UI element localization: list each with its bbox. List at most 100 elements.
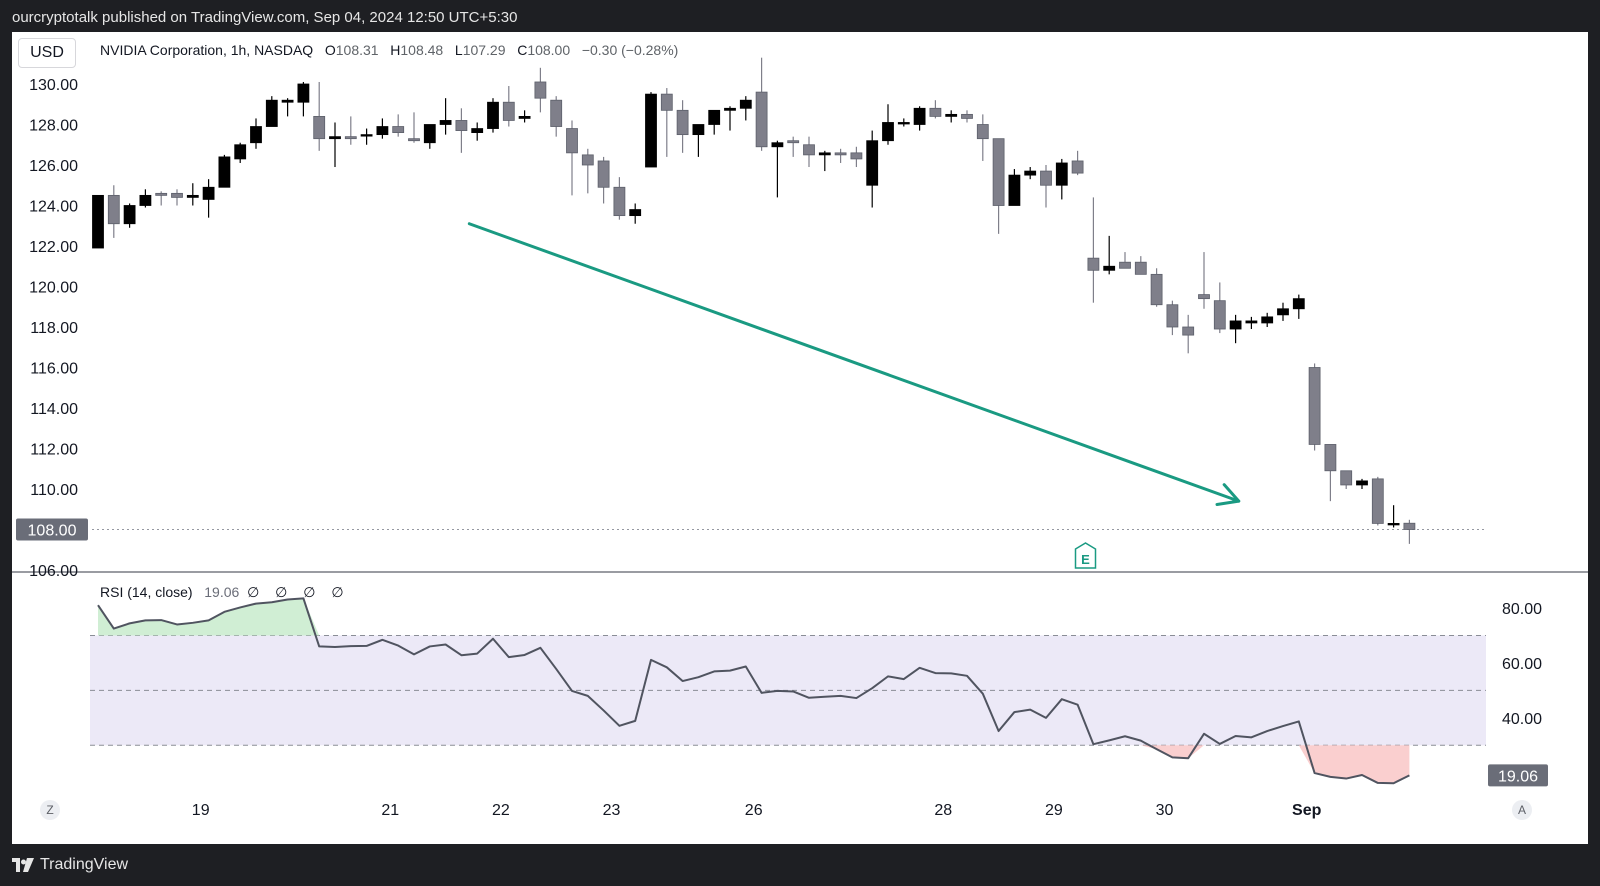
price-axis-tick: 126.00 bbox=[29, 158, 78, 175]
candle-body bbox=[945, 113, 958, 117]
candle-body bbox=[265, 99, 278, 127]
candle-body bbox=[676, 109, 689, 136]
price-axis-tick: 116.00 bbox=[30, 361, 78, 378]
rsi-line bbox=[97, 597, 1410, 785]
chart-frame[interactable]: 130.00 128.00 126.00 124.00 122.00 120.00 118.… bbox=[12, 32, 1588, 844]
time-axis-tick: Sep bbox=[1292, 802, 1322, 819]
candle-body bbox=[850, 152, 863, 160]
candle-body bbox=[360, 134, 373, 137]
candle-body bbox=[408, 138, 420, 142]
candle-body bbox=[1134, 261, 1147, 275]
candle-body bbox=[392, 126, 405, 134]
candle-body bbox=[976, 124, 989, 140]
candle-body bbox=[1308, 367, 1321, 445]
symbol-title[interactable]: NVIDIA Corporation, 1h, NASDAQ bbox=[100, 42, 314, 58]
candle-body bbox=[834, 152, 847, 156]
candle-body bbox=[818, 152, 831, 156]
time-axis-tick: 21 bbox=[381, 802, 399, 819]
candle-body bbox=[439, 120, 452, 125]
candle-body bbox=[1071, 160, 1084, 174]
high-value: 108.48 bbox=[400, 42, 444, 58]
price-axis-tick: 122.00 bbox=[29, 239, 78, 256]
candle-body bbox=[1229, 320, 1242, 330]
price-axis-tick: 130.00 bbox=[29, 77, 78, 94]
rsi-axis-tick: 60.00 bbox=[1502, 656, 1542, 673]
candle-body bbox=[518, 116, 531, 119]
chart-canvas[interactable]: 130.00 128.00 126.00 124.00 122.00 120.00 118.… bbox=[12, 32, 1588, 844]
candle-body bbox=[344, 136, 357, 140]
candle-body bbox=[1182, 326, 1195, 336]
candle-body bbox=[629, 209, 642, 217]
candle-body bbox=[250, 126, 262, 144]
candle-body bbox=[739, 99, 752, 109]
candle-body bbox=[329, 136, 341, 140]
candle-body bbox=[866, 140, 879, 186]
rsi-overbought-fill bbox=[98, 598, 1410, 636]
price-axis-tick: 106.00 bbox=[29, 563, 78, 580]
candle-body bbox=[234, 144, 247, 160]
rsi-title[interactable]: RSI (14, close) bbox=[100, 584, 193, 600]
candle-body bbox=[897, 122, 910, 125]
candle-body bbox=[487, 101, 499, 129]
candle-body bbox=[1292, 298, 1305, 310]
candle-body bbox=[787, 140, 800, 144]
candle-body bbox=[1340, 470, 1353, 486]
candle-body bbox=[1387, 523, 1400, 526]
time-axis-tick: 30 bbox=[1156, 802, 1174, 819]
candle-body bbox=[1198, 294, 1210, 300]
candle-body bbox=[139, 194, 152, 206]
time-axis-tick: 23 bbox=[603, 802, 621, 819]
candle-body bbox=[1024, 170, 1037, 176]
price-axis-tick: 118.00 bbox=[30, 320, 78, 337]
candle-body bbox=[803, 144, 815, 156]
candle-body bbox=[708, 109, 721, 125]
price-axis-tick: 114.00 bbox=[30, 401, 78, 418]
candle-body bbox=[1055, 162, 1068, 186]
candle-body bbox=[1261, 316, 1274, 324]
auto-scale-button[interactable]: A bbox=[1512, 800, 1532, 820]
candle-body bbox=[645, 93, 657, 168]
low-label: L bbox=[454, 42, 463, 58]
candle-body bbox=[218, 156, 231, 188]
price-axis-tick: 112.00 bbox=[30, 442, 78, 459]
low-value: 107.29 bbox=[462, 42, 506, 58]
candle-body bbox=[1356, 480, 1368, 486]
candle-body bbox=[992, 138, 1005, 206]
rsi-oversold-fill bbox=[98, 745, 1410, 784]
candle-body bbox=[1008, 174, 1021, 206]
close-label: C bbox=[517, 42, 528, 58]
candle-body bbox=[1403, 522, 1416, 530]
candle-body bbox=[581, 154, 594, 166]
candle-body bbox=[692, 124, 705, 136]
price-legend: NVIDIA Corporation, 1h, NASDAQ O108.31 H… bbox=[100, 42, 678, 58]
trend-arrow-line bbox=[467, 222, 1241, 503]
rsi-legend-value: 19.06 bbox=[204, 584, 240, 600]
zoom-z-button[interactable]: Z bbox=[40, 800, 60, 820]
earnings-label: E bbox=[1081, 552, 1090, 567]
price-axis-tick: 120.00 bbox=[29, 280, 78, 297]
candle-body bbox=[1245, 320, 1258, 324]
rsi-value-label: 19.06 bbox=[1498, 768, 1538, 785]
candle-body bbox=[1040, 170, 1052, 186]
candle-body bbox=[376, 126, 389, 136]
change-value: −0.30 (−0.28%) bbox=[581, 42, 679, 58]
footer-brand[interactable]: TradingView bbox=[12, 856, 128, 874]
candle-body bbox=[155, 192, 168, 196]
close-value: 108.00 bbox=[527, 42, 571, 58]
rsi-placeholder-icons: ∅ ∅ ∅ ∅ bbox=[247, 584, 350, 600]
candle-body bbox=[597, 160, 610, 188]
candle-body bbox=[771, 142, 784, 148]
candle-body bbox=[660, 93, 673, 111]
candle-body bbox=[882, 122, 894, 142]
rsi-value-badge bbox=[1488, 764, 1548, 787]
trend-arrow-head bbox=[1215, 483, 1241, 507]
open-label: O bbox=[324, 42, 336, 58]
currency-selector[interactable]: USD bbox=[18, 38, 76, 68]
publisher-caption: ourcryptotalk published on TradingView.c… bbox=[12, 9, 518, 26]
candle-body bbox=[1166, 304, 1179, 328]
earnings-marker bbox=[1074, 542, 1097, 569]
candle-body bbox=[423, 124, 436, 144]
candle-body bbox=[1103, 265, 1116, 271]
candle-body bbox=[502, 101, 515, 121]
price-axis-tick: 128.00 bbox=[29, 118, 78, 135]
